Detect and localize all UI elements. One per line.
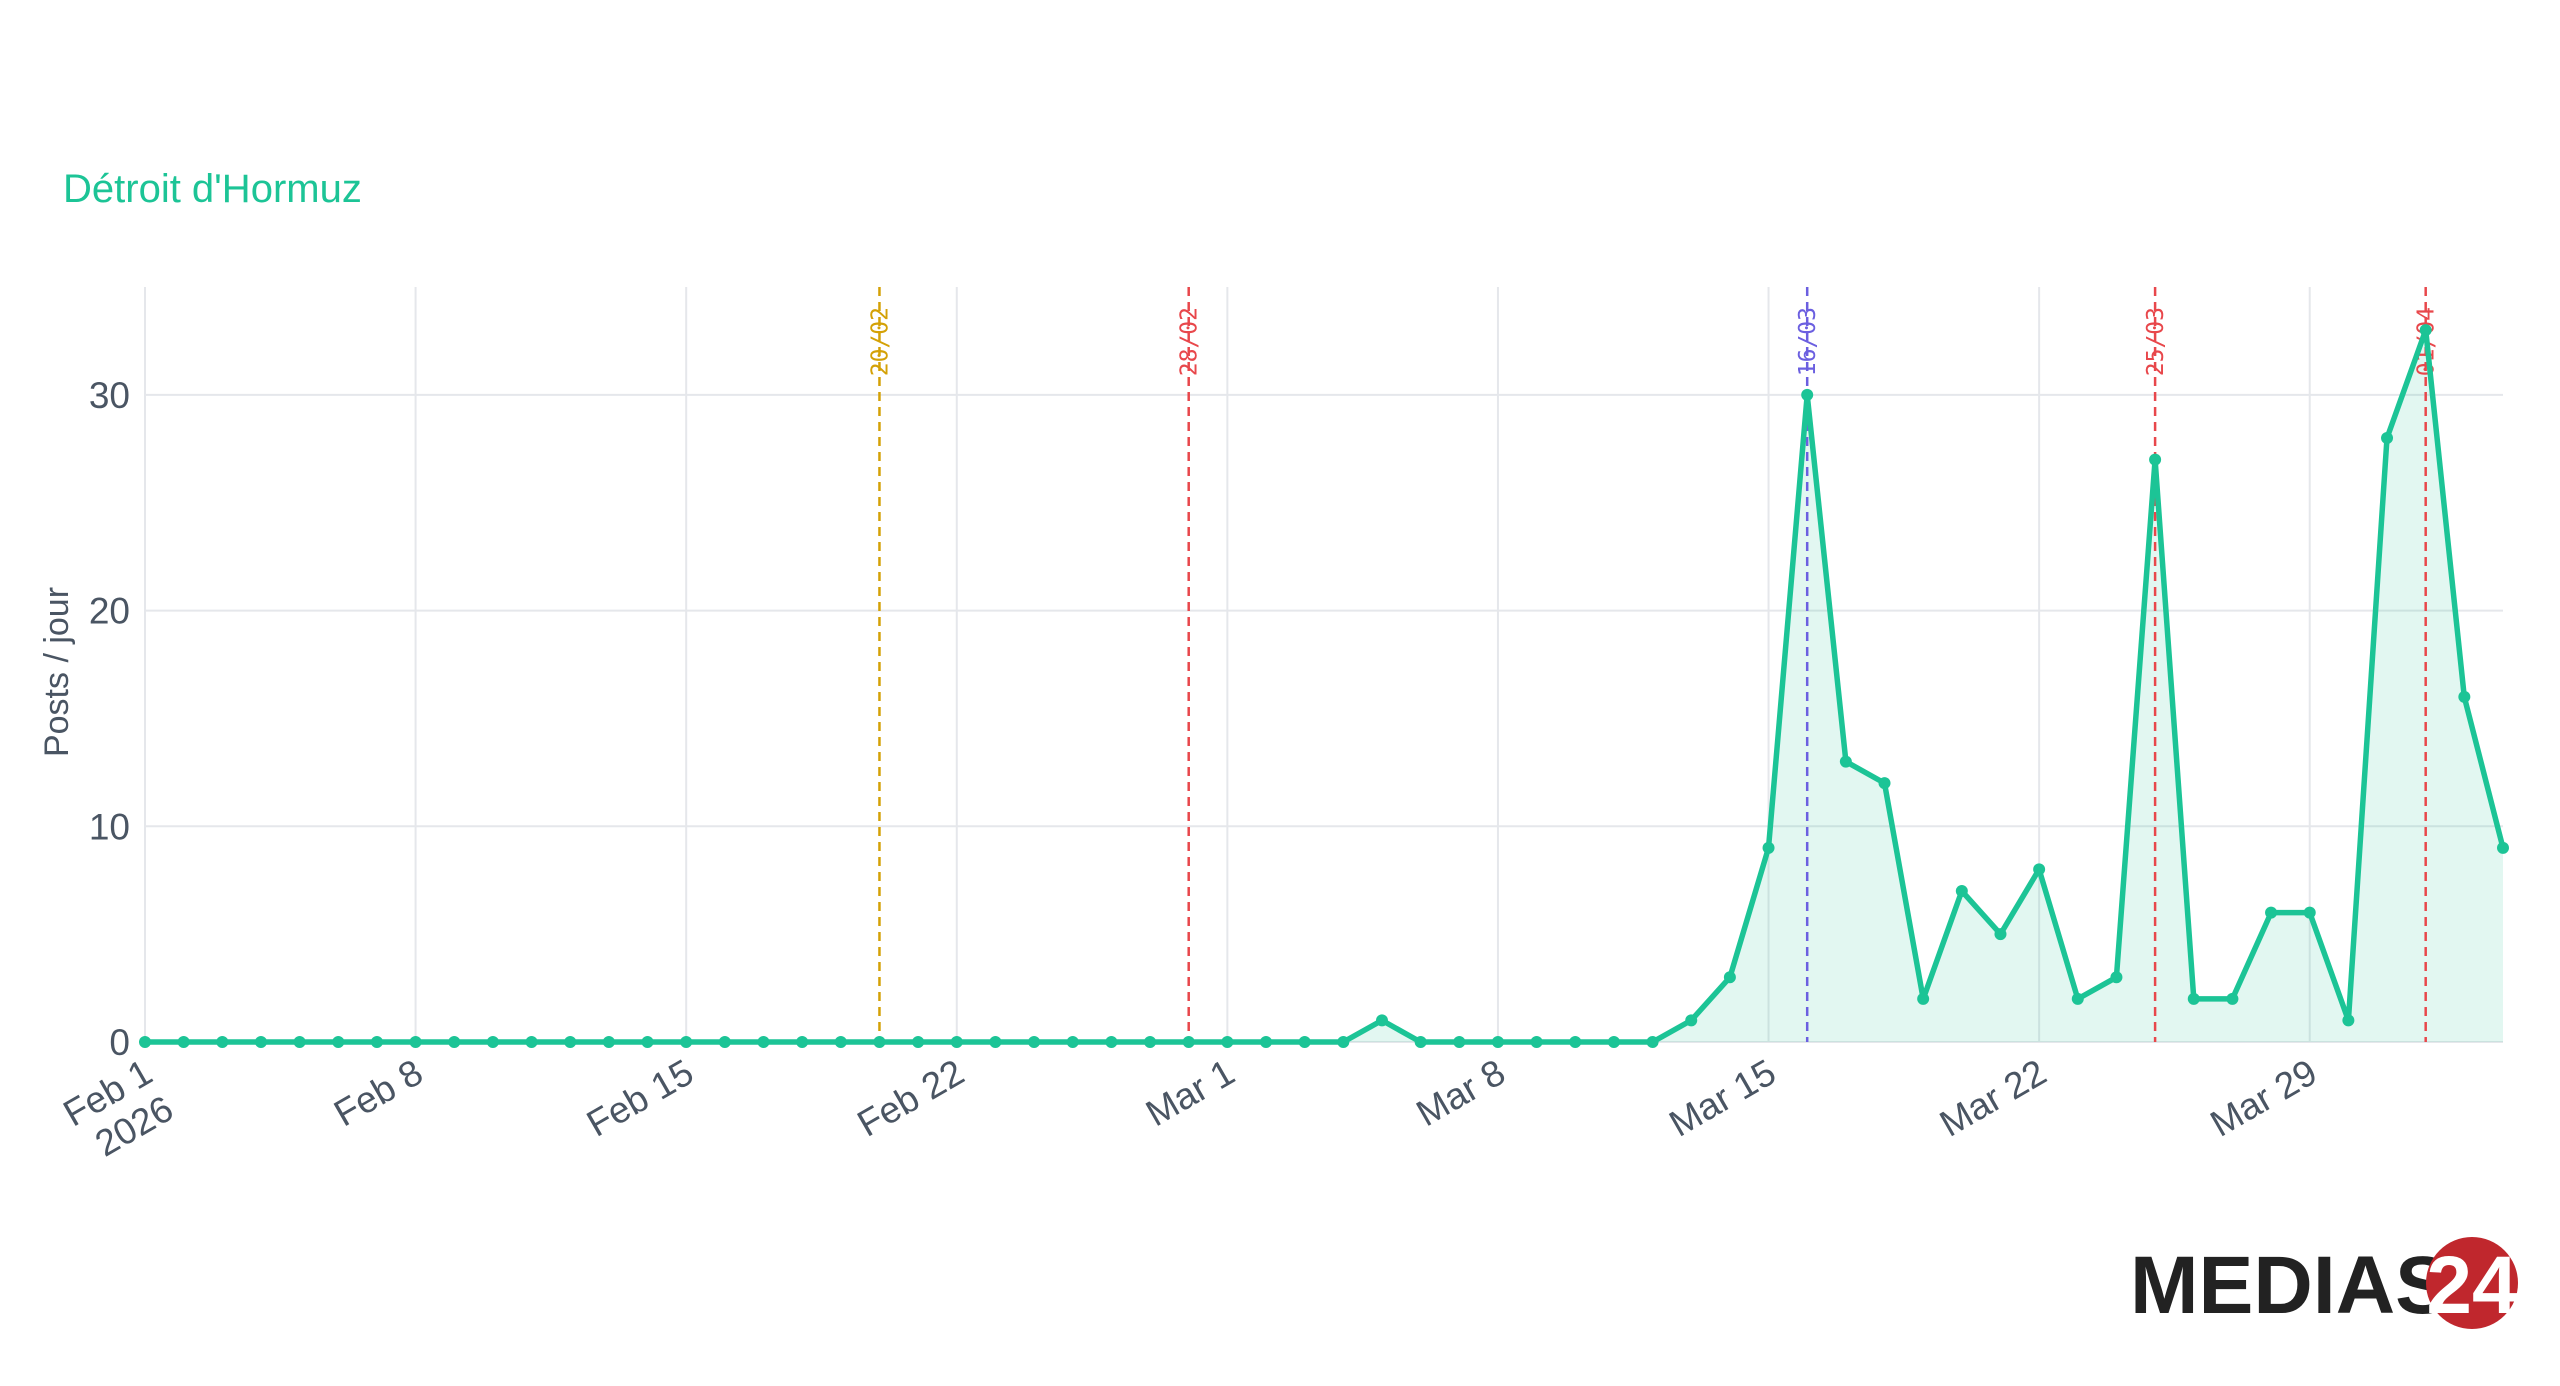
- data-point: [1607, 1036, 1620, 1048]
- y-tick-label: 0: [109, 1022, 130, 1063]
- series-line: [145, 327, 2506, 1045]
- data-point: [1685, 1014, 1698, 1027]
- data-point: [1917, 992, 1930, 1005]
- data-point: [409, 1036, 422, 1048]
- data-point: [2187, 992, 2200, 1005]
- series-line-path: [145, 327, 2506, 1045]
- data-point: [564, 1036, 577, 1048]
- logo-number: 24: [2426, 1240, 2518, 1331]
- y-axis-label: Posts / jour: [38, 587, 76, 757]
- data-point: [1414, 1036, 1427, 1048]
- data-point: [1182, 1036, 1195, 1048]
- data-point: [1801, 388, 1814, 401]
- data-point: [1337, 1036, 1350, 1048]
- data-point: [718, 1036, 731, 1048]
- data-point: [1723, 971, 1736, 984]
- data-point: [950, 1036, 963, 1048]
- data-point: [2110, 971, 2123, 984]
- data-point: [757, 1036, 770, 1048]
- grid: [144, 287, 2503, 1043]
- data-point: [1298, 1036, 1311, 1048]
- data-point: [1762, 841, 1775, 854]
- data-point: [2071, 992, 2084, 1005]
- y-tick-label: 10: [89, 806, 130, 847]
- logo-badge: [2426, 1237, 2518, 1329]
- data-point: [1144, 1036, 1157, 1048]
- event-markers: 20/02 28/02 16/03 25/03 01/04: [867, 287, 2440, 1042]
- event-label: 25/03: [2143, 307, 2169, 376]
- data-point: [254, 1036, 267, 1048]
- data-point: [370, 1036, 383, 1048]
- data-point: [1066, 1036, 1079, 1048]
- data-point: [2303, 906, 2316, 919]
- data-point: [2419, 324, 2432, 337]
- data-point: [2458, 690, 2471, 703]
- logo-text: MEDIAS: [2130, 1240, 2450, 1331]
- data-point: [293, 1036, 306, 1048]
- data-points: [139, 324, 2509, 1048]
- data-point: [1260, 1036, 1273, 1048]
- x-axis-ticks: Feb 12026 Feb 8 Feb 15 Feb 22 Mar 1 Mar 8 Mar …: [57, 1051, 2324, 1170]
- data-point: [177, 1036, 190, 1048]
- data-point: [2497, 841, 2509, 854]
- data-point: [1491, 1036, 1504, 1048]
- data-point: [1955, 885, 1968, 897]
- data-point: [486, 1036, 499, 1048]
- x-tick-label: Feb 15: [580, 1051, 700, 1144]
- data-point: [1453, 1036, 1466, 1048]
- data-point: [2033, 863, 2046, 876]
- data-point: [1878, 777, 1891, 790]
- data-point: [796, 1036, 809, 1048]
- chart-title: Détroit d'Hormuz: [63, 167, 362, 211]
- data-point: [834, 1036, 847, 1048]
- event-label: 16/03: [1795, 307, 1821, 376]
- data-point: [2381, 432, 2394, 444]
- x-tick-label: Mar 22: [1933, 1051, 2053, 1144]
- event-label: 28/02: [1177, 307, 1203, 376]
- data-point: [1839, 755, 1852, 768]
- event-label: 20/02: [867, 307, 893, 376]
- area-fill: [145, 330, 2503, 1043]
- data-point: [2226, 992, 2239, 1005]
- x-tick-label: Mar 8: [1410, 1051, 1512, 1134]
- data-point: [2265, 906, 2278, 919]
- data-point: [1028, 1036, 1041, 1048]
- x-tick-label: Mar 29: [2203, 1051, 2323, 1144]
- data-point: [2342, 1014, 2355, 1027]
- x-tick-label: Feb 22: [851, 1051, 971, 1144]
- x-tick-label: Mar 1: [1139, 1051, 1241, 1134]
- data-point: [448, 1036, 461, 1048]
- data-point: [1221, 1036, 1234, 1048]
- data-point: [680, 1036, 693, 1048]
- data-point: [1105, 1036, 1118, 1048]
- data-point: [216, 1036, 229, 1048]
- data-point: [139, 1036, 151, 1048]
- data-point: [1994, 928, 2007, 941]
- data-point: [332, 1036, 345, 1048]
- y-tick-label: 30: [89, 375, 130, 416]
- data-point: [602, 1036, 615, 1048]
- series-area: [145, 330, 2503, 1043]
- data-point: [2149, 453, 2162, 466]
- data-point: [1569, 1036, 1582, 1048]
- x-tick-label: Feb 8: [327, 1051, 429, 1134]
- data-point: [1646, 1036, 1659, 1048]
- data-point: [989, 1036, 1002, 1048]
- data-point: [1375, 1014, 1388, 1027]
- data-point: [873, 1036, 886, 1048]
- medias24-logo: MEDIAS 24: [2130, 1237, 2518, 1331]
- y-axis-ticks: 0 10 20 30: [89, 375, 130, 1063]
- x-tick-label: Mar 15: [1662, 1051, 1782, 1144]
- x-tick-label: Feb 12026: [57, 1051, 180, 1170]
- data-point: [641, 1036, 654, 1048]
- y-tick-label: 20: [89, 591, 130, 632]
- data-point: [1530, 1036, 1543, 1048]
- data-point: [912, 1036, 925, 1048]
- data-point: [525, 1036, 538, 1048]
